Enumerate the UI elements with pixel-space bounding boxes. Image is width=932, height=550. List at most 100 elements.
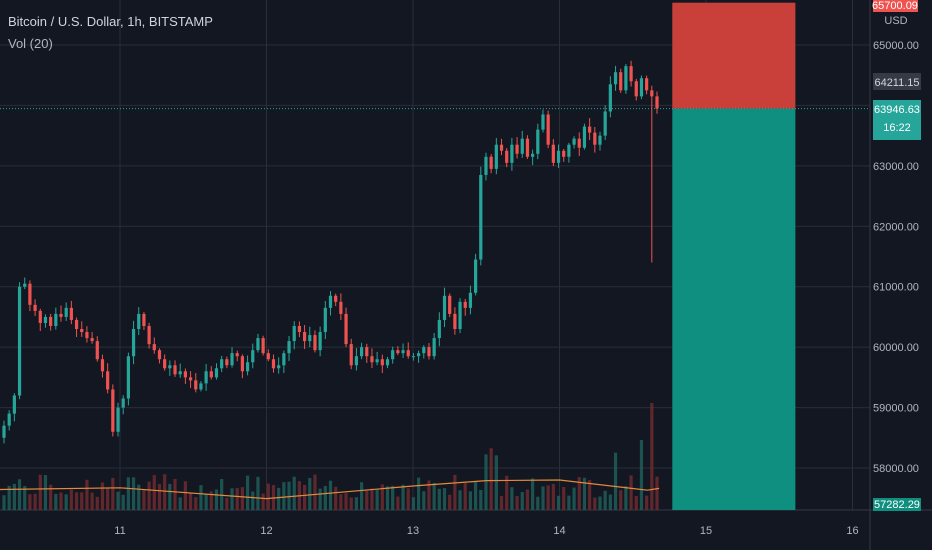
candle-body: [505, 150, 509, 163]
volume-bar: [562, 486, 566, 510]
volume-bar: [142, 489, 146, 510]
candle-body: [489, 156, 493, 169]
candle-body: [401, 350, 405, 354]
top-price-badge: 65700.09: [872, 0, 918, 12]
candle-body: [297, 325, 302, 333]
stop-loss-zone[interactable]: [672, 2, 796, 109]
candle-body: [49, 316, 53, 326]
volume-bar: [12, 483, 16, 510]
x-tick-label: 11: [114, 525, 125, 537]
time-axis[interactable]: 11 12 13 14 15 16: [114, 525, 858, 537]
candle-body: [152, 344, 156, 351]
volume-bar: [204, 494, 208, 510]
volume-bar: [168, 483, 172, 510]
volume-bar: [598, 496, 602, 510]
volume-bar: [126, 477, 130, 510]
volume-bar: [277, 487, 281, 510]
svg-text:65700.09: 65700.09: [872, 0, 918, 12]
candle-body: [531, 153, 535, 157]
candle-body: [142, 313, 146, 326]
volume-bar: [629, 475, 633, 510]
candle-body: [442, 295, 447, 320]
candle-body: [204, 371, 208, 384]
volume-bar: [74, 492, 79, 510]
candle-body: [64, 307, 68, 317]
volume-bar: [282, 482, 286, 510]
volume-bar: [442, 488, 447, 510]
candle-body: [484, 156, 488, 175]
volume-bar: [479, 489, 483, 510]
candle-body: [100, 359, 105, 372]
candle-body: [619, 72, 623, 91]
candle-body: [344, 313, 348, 345]
volume-bar: [453, 474, 457, 510]
candle-body: [199, 383, 203, 390]
candle-body: [43, 316, 48, 323]
candle-body: [582, 126, 587, 148]
candle-body: [168, 365, 172, 369]
volume-bar: [370, 488, 374, 510]
volume-bar: [515, 495, 519, 510]
x-tick-label: 12: [260, 525, 272, 537]
candle-body: [406, 350, 410, 357]
candle-body: [80, 329, 84, 333]
volume-bar: [499, 495, 504, 510]
volume-bar: [448, 494, 452, 510]
volume-bar: [313, 474, 317, 510]
candle-body: [131, 329, 136, 357]
x-tick-label: 15: [700, 525, 712, 537]
x-tick-label: 13: [407, 525, 419, 537]
candle-body: [287, 341, 291, 354]
candle-body: [370, 356, 374, 363]
chart-title: Bitcoin / U.S. Dollar, 1h, BITSTAMP: [8, 14, 213, 29]
candle-body: [567, 144, 571, 157]
candle-body: [28, 283, 32, 305]
volume-bar: [396, 496, 400, 510]
candle-body: [59, 313, 63, 317]
candle-body: [391, 350, 395, 360]
volume-bar: [541, 486, 545, 510]
candle-body: [194, 380, 198, 390]
volume-bar: [147, 481, 151, 510]
candle-body: [650, 90, 654, 97]
volume-bar: [194, 497, 198, 510]
candle-body: [468, 292, 473, 308]
candle-body: [624, 66, 628, 91]
volume-bar: [302, 484, 307, 510]
volume-bar: [90, 492, 94, 510]
candle-body: [354, 356, 359, 366]
candle-body: [116, 407, 120, 432]
candle-body: [328, 295, 333, 308]
y-tick-label: 58000.00: [873, 463, 919, 475]
volume-bar: [2, 495, 6, 510]
volume-bar: [432, 482, 436, 510]
candle-body: [474, 259, 478, 293]
candle-body: [7, 413, 11, 426]
candle-body: [261, 338, 265, 354]
volume-bar: [619, 490, 623, 510]
volume-bar: [391, 485, 395, 510]
volume-bars: [2, 403, 659, 510]
volume-bar: [100, 482, 105, 510]
candle-body: [183, 371, 187, 378]
volume-bar: [556, 495, 561, 510]
candle-body: [655, 96, 659, 109]
volume-bar: [650, 403, 654, 510]
candle-body: [515, 144, 519, 154]
volume-bar: [458, 490, 462, 510]
volume-bar: [116, 491, 120, 510]
reference-price-badge: 64211.15: [873, 73, 921, 90]
take-profit-zone[interactable]: [672, 108, 796, 511]
candle-body: [282, 353, 286, 366]
volume-bar: [17, 479, 22, 510]
volume-bar: [157, 483, 162, 510]
volume-bar: [59, 492, 63, 510]
candle-body: [629, 66, 633, 82]
candle-body: [85, 332, 89, 339]
volume-bar: [7, 485, 11, 510]
volume-bar: [240, 487, 245, 510]
volume-bar: [531, 478, 535, 510]
candle-body: [318, 332, 322, 351]
candle-body: [313, 335, 317, 351]
